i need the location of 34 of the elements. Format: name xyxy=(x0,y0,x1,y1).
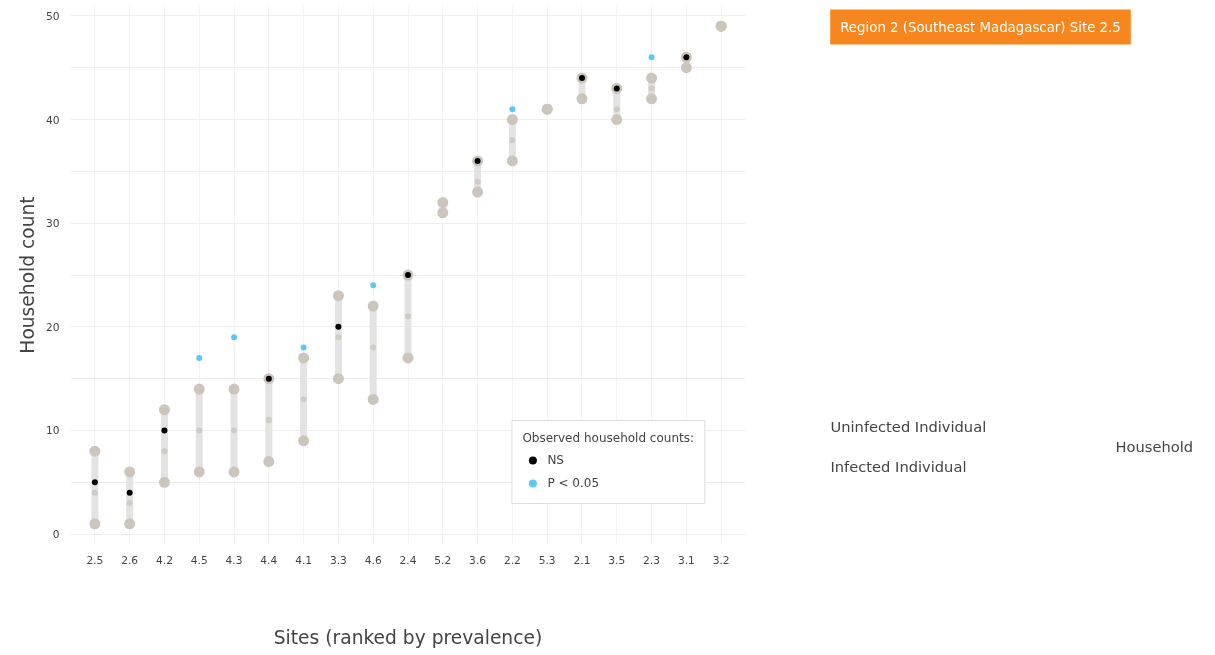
x-tick-label: 4.6 xyxy=(364,553,382,567)
text: Infected Individual xyxy=(830,458,967,475)
x-tick-label: 5.2 xyxy=(434,553,452,567)
x-tick-label: 2.3 xyxy=(643,553,661,567)
legend-title: Observed household counts: xyxy=(522,431,694,445)
x-tick-label: 4.5 xyxy=(190,553,208,567)
y-tick-label: 30 xyxy=(45,217,60,231)
x-tick-label: 2.2 xyxy=(503,553,521,567)
x-tick-label: 5.3 xyxy=(538,553,556,567)
legend-label: NS xyxy=(547,453,565,467)
y-tick-label: 40 xyxy=(45,113,60,127)
y-tick-label: 0 xyxy=(52,528,60,542)
x-tick-label: 4.2 xyxy=(155,553,173,567)
y-axis-title: Household count xyxy=(16,196,38,354)
x-tick-label: 2.4 xyxy=(399,553,417,567)
text: Region 2 (Southeast Madagascar) Site 2.5 xyxy=(840,19,1121,35)
text: Uninfected Individual xyxy=(830,418,987,435)
x-tick-label: 4.3 xyxy=(225,553,243,567)
x-tick-label: 3.6 xyxy=(469,553,487,567)
legend-label: P < 0.05 xyxy=(547,476,600,490)
x-tick-label: 2.6 xyxy=(121,553,139,567)
x-tick-label: 3.2 xyxy=(712,553,730,567)
y-tick-label: 50 xyxy=(45,9,60,23)
x-tick-label: 4.4 xyxy=(260,553,278,567)
x-tick-label: 3.3 xyxy=(329,553,347,567)
text: Household xyxy=(1115,438,1194,455)
x-axis-title: Sites (ranked by prevalence) xyxy=(273,626,543,648)
y-tick-label: 10 xyxy=(45,424,60,438)
x-tick-label: 3.1 xyxy=(677,553,695,567)
y-tick-label: 20 xyxy=(45,320,60,334)
x-tick-label: 2.1 xyxy=(573,553,591,567)
x-tick-label: 2.5 xyxy=(86,553,104,567)
x-tick-label: 4.1 xyxy=(295,553,313,567)
x-tick-label: 3.5 xyxy=(608,553,626,567)
